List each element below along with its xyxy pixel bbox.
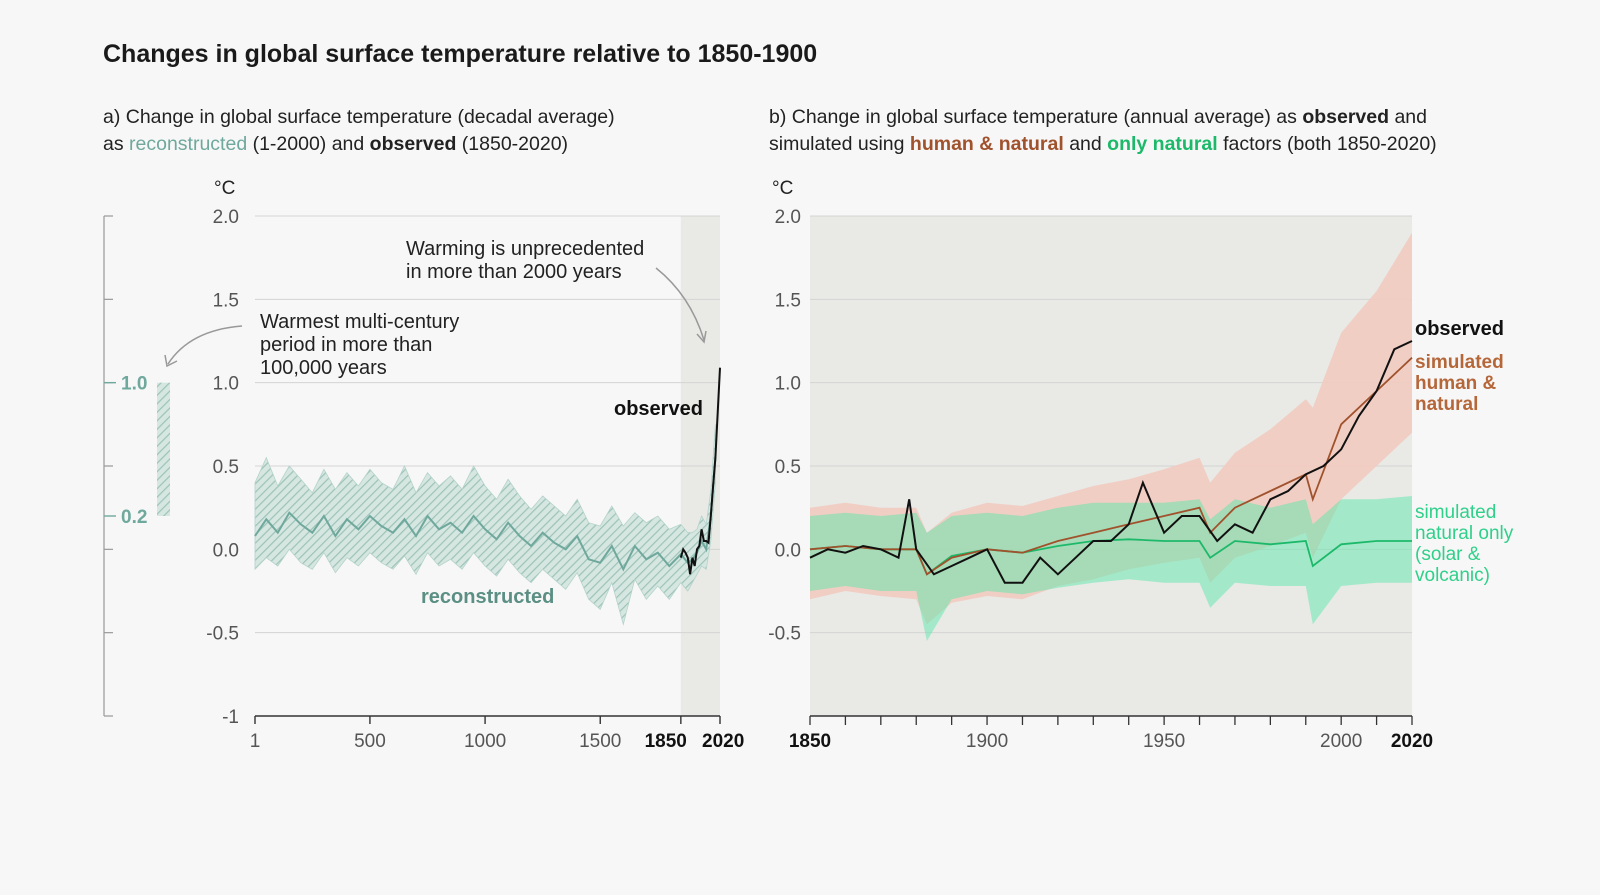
panel-a-annotation-unprecedented-l2: in more than 2000 years bbox=[406, 261, 622, 283]
panel-b-ytick-label: 2.0 bbox=[775, 207, 801, 228]
panel-a-subtitle-text: a) Change in global surface temperature … bbox=[103, 106, 615, 128]
panel-b-xtick-label: 1850 bbox=[789, 731, 831, 752]
panel-a-unprecedented-arrow bbox=[655, 267, 705, 341]
panel-b-subtitle-human-natural: human & natural bbox=[909, 133, 1064, 155]
panel-b-subtitle-pre: b) Change in global surface temperature … bbox=[769, 106, 1303, 128]
panel-a-warmest-arrowhead bbox=[164, 354, 178, 368]
panel-a-y-unit: °C bbox=[214, 178, 235, 199]
panel-b-observed-line bbox=[809, 340, 1413, 584]
panel-b-subtitle-line-2: simulated using human & natural and only… bbox=[769, 131, 1437, 158]
panel-b-xtick-label: 1950 bbox=[1143, 731, 1185, 752]
panel-b-xtick-label: 2020 bbox=[1391, 731, 1433, 752]
panel-b-human-natural-label-l3: natural bbox=[1415, 394, 1478, 415]
panel-a-xtick-label: 1 bbox=[250, 731, 261, 752]
panel-a-ytick-label: 0.5 bbox=[213, 457, 239, 478]
panel-a-annotation-unprecedented-l1: Warming is unprecedented bbox=[406, 238, 644, 260]
panel-a-annotation-warmest-l2: period in more than bbox=[260, 334, 432, 356]
panel-a-ytick-label: -0.5 bbox=[206, 624, 239, 645]
panel-a-reconstructed-label: reconstructed bbox=[421, 586, 554, 608]
panel-b-ytick-label: 0.0 bbox=[775, 540, 801, 561]
panel-b-natural-label-l3: (solar & bbox=[1415, 544, 1481, 565]
panel-b-subtitle-and-2: and bbox=[1063, 133, 1108, 155]
panel-b-ytick-label: 0.5 bbox=[775, 457, 801, 478]
panel-a-annotation-warmest-l1: Warmest multi-century bbox=[260, 311, 459, 333]
panel-a-unprecedented-arrowhead bbox=[696, 330, 707, 344]
panel-a-warmest-arrow bbox=[167, 325, 243, 365]
panel-a-observed-line bbox=[679, 367, 721, 575]
panel-b-natural-label-l2: natural only bbox=[1415, 523, 1514, 544]
panel-b-natural-label-l4: volcanic) bbox=[1415, 565, 1490, 586]
panel-a-xtick-label: 1500 bbox=[579, 731, 621, 752]
panel-a-subtitle-end: (1850-2020) bbox=[456, 133, 569, 155]
panel-b-subtitle-observed: observed bbox=[1302, 106, 1390, 128]
panel-a-subtitle-reconstructed: reconstructed bbox=[129, 133, 248, 155]
panel-a-ytick-label: 1.0 bbox=[213, 374, 239, 395]
panel-a-reconstructed-line bbox=[254, 457, 717, 572]
panel-a-subtitle-mid: (1-2000) and bbox=[247, 133, 370, 155]
panel-b-chart: 2.0 1.5 1.0 0.5 0.0 -0.5 °C 1850 1900 1950 2000 202… bbox=[768, 178, 1513, 752]
panel-b-ytick-label: -0.5 bbox=[768, 624, 801, 645]
panel-a-xtick-label: 1000 bbox=[464, 731, 506, 752]
panel-b-subtitle-and: and bbox=[1389, 106, 1427, 128]
panel-b-human-natural-label-l1: simulated bbox=[1415, 352, 1504, 373]
panel-b-subtitle-end: factors (both 1850-2020) bbox=[1217, 133, 1437, 155]
panel-a-reconstructed-range bbox=[254, 424, 716, 626]
panel-a-subtitle-as: as bbox=[103, 133, 130, 155]
panel-b-ytick-label: 1.5 bbox=[775, 290, 801, 311]
panel-a-subtitle-line-1: a) Change in global surface temperature … bbox=[103, 104, 615, 131]
panel-b-subtitle: b) Change in global surface temperature … bbox=[769, 104, 1437, 158]
panel-b-human-natural-range bbox=[810, 232, 1412, 625]
panel-a-annotation-warmest-l3: 100,000 years bbox=[260, 357, 387, 379]
panel-b-natural-range bbox=[810, 496, 1412, 641]
panel-a-subtitle-line-2: as reconstructed (1-2000) and observed (… bbox=[103, 131, 615, 158]
panel-a-xtick-label: 2020 bbox=[702, 731, 744, 752]
panel-a-paleo-range-bar bbox=[157, 382, 170, 516]
panel-b-subtitle-line-1: b) Change in global surface temperature … bbox=[769, 104, 1437, 131]
panel-b-xtick-label: 2000 bbox=[1320, 731, 1362, 752]
panel-a-paleo-low-label: 0.2 bbox=[121, 507, 147, 528]
panel-a-ytick-label: 0.0 bbox=[213, 540, 239, 561]
panel-a-observed-label: observed bbox=[614, 398, 703, 420]
panel-a-ytick-label: 2.0 bbox=[213, 207, 239, 228]
figure-title: Changes in global surface temperature re… bbox=[103, 40, 818, 68]
panel-a-ytick-label: -1 bbox=[222, 707, 239, 728]
panel-a-ytick-label: 1.5 bbox=[213, 290, 239, 311]
panel-a-xtick-label: 1850 bbox=[645, 731, 687, 752]
panel-a-subtitle-observed: observed bbox=[369, 133, 457, 155]
panel-b-xtick-label: 1900 bbox=[966, 731, 1008, 752]
panel-b-observed-label: observed bbox=[1415, 318, 1504, 340]
panel-b-human-natural-label-l2: human & bbox=[1415, 373, 1497, 394]
panel-b-ytick-label: 1.0 bbox=[775, 374, 801, 395]
panel-a-paleo-high-label: 1.0 bbox=[121, 374, 147, 395]
panel-b-subtitle-only-natural: only natural bbox=[1107, 133, 1218, 155]
panel-a-subtitle: a) Change in global surface temperature … bbox=[103, 104, 615, 158]
panel-b-natural-label-l1: simulated bbox=[1415, 502, 1496, 523]
panel-b-y-unit: °C bbox=[772, 178, 793, 199]
panel-a-chart: 2.01.51.00.50.0-0.5-1°C1 500 1000 1500 1850 2… bbox=[103, 178, 744, 752]
panel-a-xtick-label: 500 bbox=[354, 731, 386, 752]
panel-b-subtitle-simulated-using: simulated using bbox=[769, 133, 910, 155]
